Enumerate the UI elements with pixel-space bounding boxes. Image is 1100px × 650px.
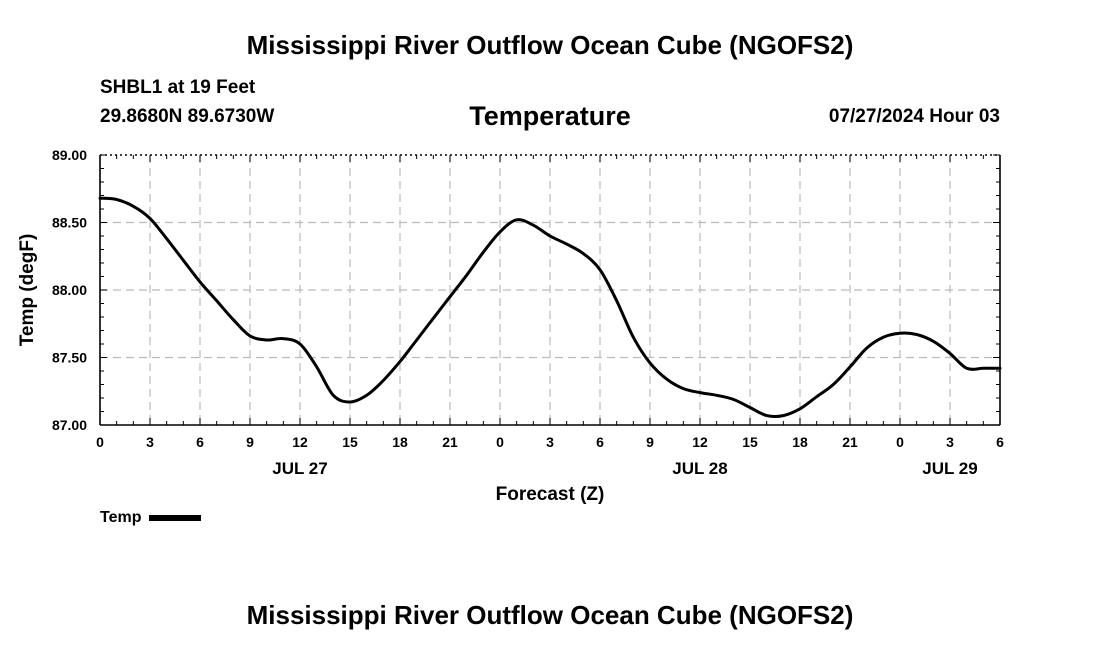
x-tick-label: 3	[546, 434, 554, 450]
x-tick-label: 21	[842, 434, 858, 450]
y-tick-label: 89.00	[52, 147, 87, 163]
x-tick-label: 9	[646, 434, 654, 450]
station-label: SHBL1 at 19 Feet	[100, 77, 256, 98]
x-axis-label: Forecast (Z)	[496, 484, 605, 505]
y-axis-label: Temp (degF)	[17, 234, 38, 347]
x-tick-label: 9	[246, 434, 254, 450]
x-tick-label: 0	[496, 434, 504, 450]
day-label: JUL 27	[272, 459, 327, 478]
series-line-temp	[98, 196, 1002, 418]
coordinates-label: 29.8680N 89.6730W	[100, 106, 275, 127]
x-tick-label: 3	[946, 434, 954, 450]
datetime-label: 07/27/2024 Hour 03	[828, 106, 1000, 127]
legend: Temp	[100, 509, 202, 527]
x-tick-label: 12	[292, 434, 308, 450]
x-tick-label: 12	[692, 434, 708, 450]
x-tick-label: 0	[96, 434, 104, 450]
x-tick-label: 18	[392, 434, 408, 450]
bottom-title: Mississippi River Outflow Ocean Cube (NG…	[246, 600, 854, 630]
day-label: JUL 28	[672, 459, 727, 478]
legend-swatch	[149, 515, 202, 521]
y-tick-label: 87.50	[52, 350, 87, 366]
y-tick-label: 88.00	[52, 282, 87, 298]
x-tick-label: 3	[146, 434, 154, 450]
chart-title: Temperature	[469, 101, 631, 131]
x-tick-label: 18	[792, 434, 808, 450]
x-tick-label: 15	[742, 434, 758, 450]
x-tick-label: 21	[442, 434, 458, 450]
page-title: Mississippi River Outflow Ocean Cube (NG…	[246, 30, 854, 60]
chart: 0 3 6 9 12 15 18 21 0 3 6 9 12 15 18 21 0 3 6 87.00 87.50 88.…	[17, 147, 1004, 505]
x-tick-label: 6	[596, 434, 604, 450]
legend-label: Temp	[100, 509, 142, 526]
x-tick-label: 6	[996, 434, 1004, 450]
y-tick-label: 87.00	[52, 417, 87, 433]
x-tick-label: 0	[896, 434, 904, 450]
day-label: JUL 29	[922, 459, 977, 478]
y-tick-label: 88.50	[52, 215, 87, 231]
x-tick-label: 15	[342, 434, 358, 450]
x-tick-label: 6	[196, 434, 204, 450]
